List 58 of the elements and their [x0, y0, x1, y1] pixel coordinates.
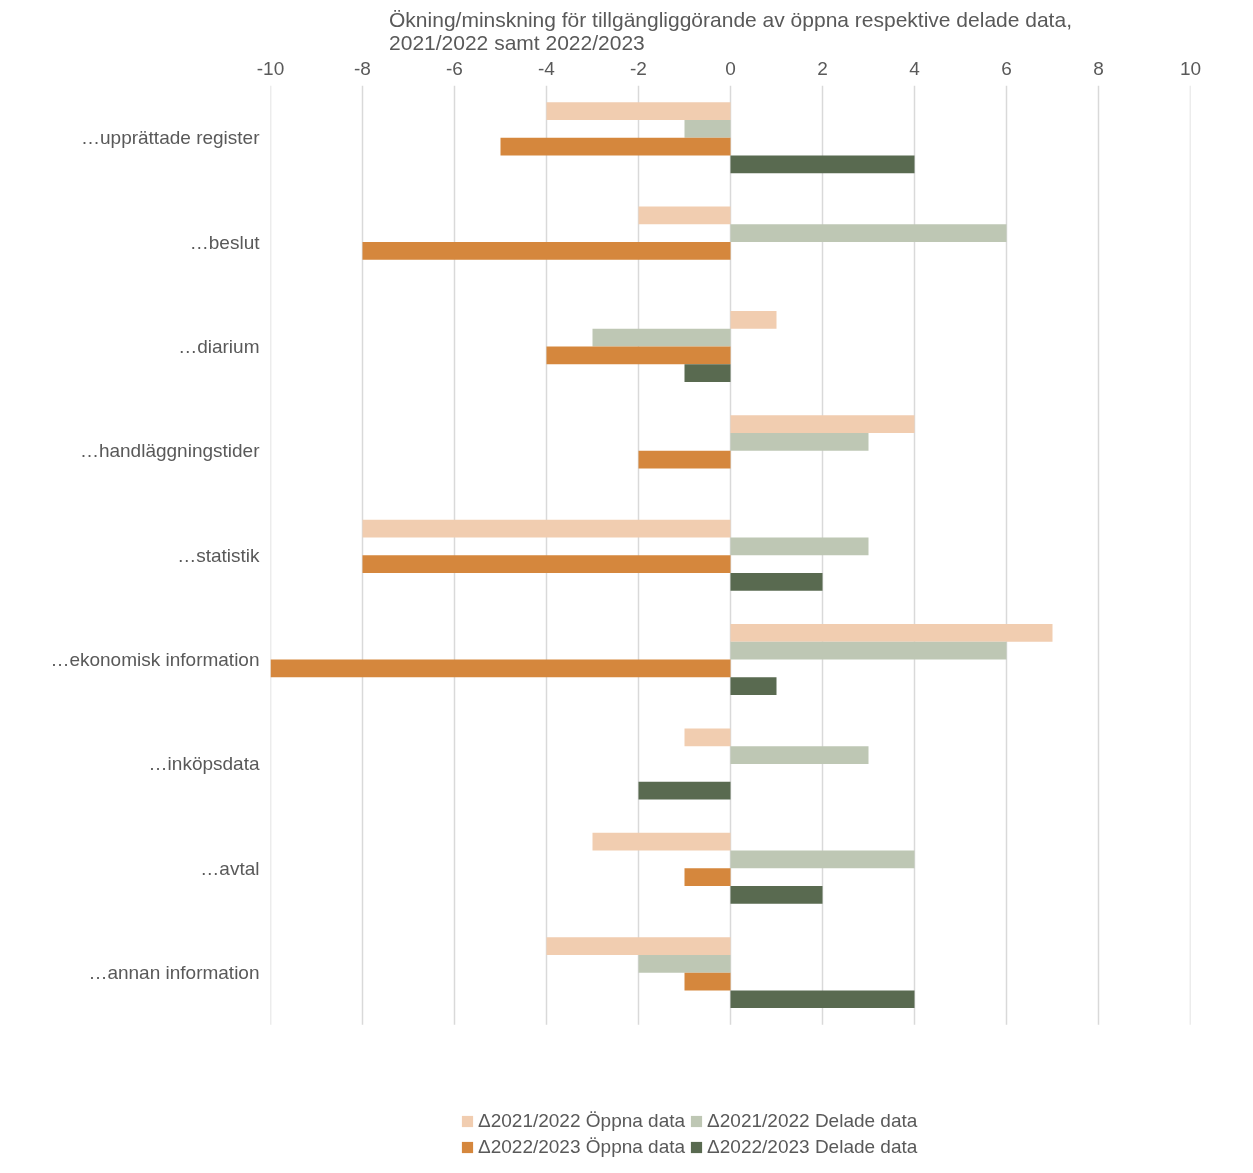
legend-label: Δ2021/2022 Delade data: [707, 1110, 918, 1132]
y-tick-label: …ekonomisk information: [50, 649, 260, 671]
bar: [730, 224, 1007, 243]
bar: [730, 746, 869, 764]
y-tick-label: …annan information: [88, 962, 260, 984]
y-tick-label: …beslut: [189, 231, 261, 253]
x-tick-label: -10: [256, 57, 285, 79]
legend-label: Δ2021/2022 Öppna data: [478, 1110, 686, 1132]
bar: [730, 155, 915, 174]
bar: [546, 346, 731, 365]
bar: [684, 728, 731, 747]
bar: [270, 659, 731, 678]
bar: [684, 119, 731, 138]
x-tick-label: 6: [1001, 57, 1012, 79]
bar: [730, 990, 915, 1009]
x-tick-label: 8: [1093, 57, 1104, 79]
chart-title: Ökning/minskning för tillgängliggörande av öppna respektive delade data, 2021/2022 samt 2022/2023: [389, 7, 1072, 54]
x-tick-label: -6: [446, 57, 463, 79]
x-tick-label: 10: [1179, 57, 1202, 79]
y-tick-label: …diarium: [178, 335, 260, 357]
bar: [684, 972, 731, 991]
bar: [730, 415, 915, 434]
y-tick-label: …handläggningstider: [79, 440, 261, 462]
bar: [730, 677, 777, 696]
x-tick-label: -2: [630, 57, 647, 79]
bar: [730, 310, 777, 329]
bar: [362, 242, 731, 260]
bar: [730, 850, 915, 869]
y-tick-label: …inköpsdata: [148, 753, 260, 775]
bar: [684, 868, 731, 887]
bar: [546, 102, 731, 120]
bar: [546, 937, 731, 955]
x-tick-label: 4: [909, 57, 921, 79]
legend-label: Δ2022/2023 Delade data: [707, 1136, 918, 1158]
bar: [592, 328, 731, 347]
x-tick-label: -8: [354, 57, 371, 79]
y-tick-label: …avtal: [200, 857, 260, 879]
x-tick-label: -4: [538, 57, 556, 79]
bar: [638, 450, 731, 469]
bar: [730, 624, 1053, 642]
bar: [730, 433, 869, 451]
y-tick-label: …upprättade register: [81, 127, 261, 149]
bar: [362, 519, 731, 538]
y-tick-label: …statistik: [177, 544, 260, 566]
bar: [638, 781, 731, 800]
bar: [500, 137, 731, 156]
bar: [730, 572, 823, 591]
bar: [638, 206, 731, 225]
bar: [592, 832, 731, 851]
x-tick-label: 2: [817, 57, 828, 79]
bar: [684, 364, 731, 382]
bar: [638, 954, 731, 973]
bar: [730, 641, 1007, 660]
bar: [730, 886, 823, 904]
x-tick-label: 0: [725, 57, 736, 79]
bar: [730, 537, 869, 556]
legend-label: Δ2022/2023 Öppna data: [478, 1136, 686, 1158]
bar: [362, 555, 731, 573]
